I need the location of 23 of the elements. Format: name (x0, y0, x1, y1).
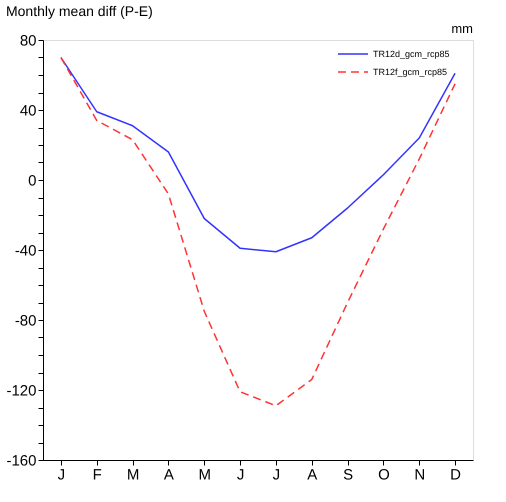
x-tick-label: J (58, 466, 66, 484)
legend-label: TR12f_gcm_rcp85 (373, 67, 448, 77)
y-tick-label: -160 (6, 452, 36, 470)
x-tick-label: J (272, 466, 280, 484)
x-tick-label: A (164, 466, 174, 484)
x-tick-label: O (378, 466, 390, 484)
y-tick-label: 80 (20, 32, 36, 50)
x-tick-label: J (236, 466, 244, 484)
x-tick-label: F (92, 466, 102, 484)
text: mm (451, 21, 473, 36)
y-tick-label: -120 (6, 382, 36, 400)
legend-label: TR12d_gcm_rcp85 (373, 49, 450, 59)
x-tick-label: A (307, 466, 318, 484)
x-tick-label: D (450, 466, 462, 484)
y-tick-label: 40 (20, 102, 36, 120)
y-tick-label: 0 (28, 172, 36, 190)
x-tick-label: M (198, 466, 211, 484)
x-tick-label: N (414, 466, 426, 484)
y-tick-label: -40 (14, 242, 36, 260)
x-tick-label: S (343, 466, 354, 484)
chart-title: Monthly mean diff (P-E) (6, 3, 153, 19)
x-tick-label: M (126, 466, 140, 484)
y-tick-label: -80 (14, 312, 36, 330)
